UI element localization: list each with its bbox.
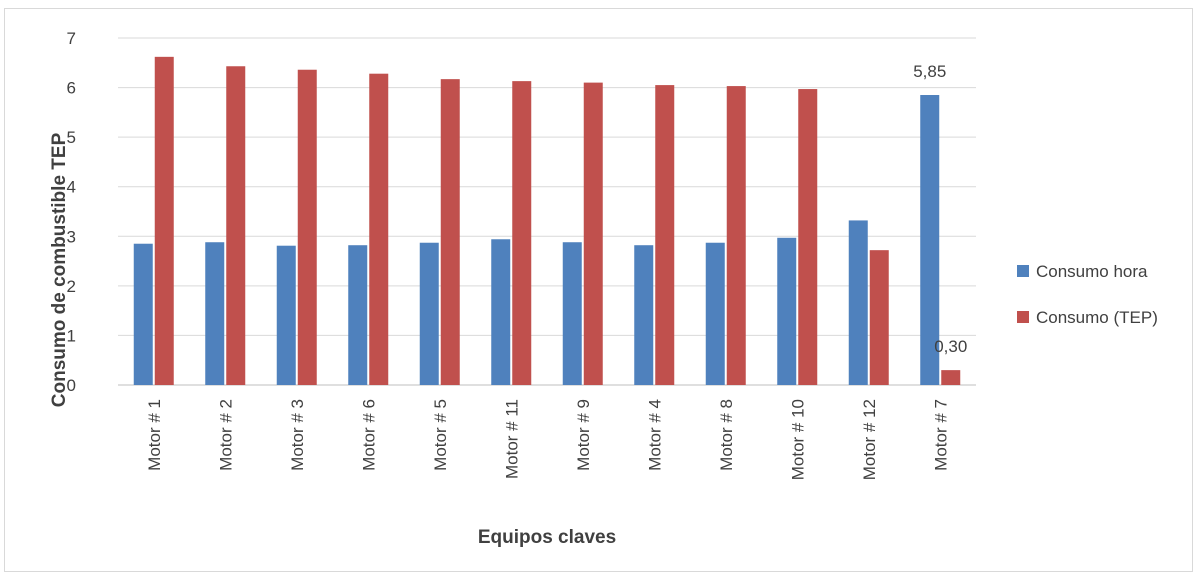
x-axis-ticks: Motor # 1 Motor # 2 Motor # 3 Motor # 6 Moto… — [145, 399, 951, 480]
x-tick-label: Motor # 12 — [860, 399, 879, 480]
bar-consumo-hora — [777, 237, 797, 385]
x-tick-label: Motor # 9 — [574, 399, 593, 471]
data-label: 5,85 — [913, 62, 946, 81]
y-tick-label: 1 — [67, 326, 76, 345]
x-tick-label: Motor # 3 — [288, 399, 307, 471]
y-tick-label: 5 — [67, 128, 76, 147]
bar-consumo-tep — [655, 85, 675, 385]
legend-label-consumo-tep: Consumo (TEP) — [1036, 308, 1158, 327]
x-axis-title: Equipos claves — [478, 527, 616, 548]
x-tick-label: Motor # 2 — [216, 399, 235, 471]
bar-consumo-hora — [562, 242, 582, 385]
legend: Consumo hora Consumo (TEP) — [1017, 262, 1158, 327]
y-tick-label: 0 — [67, 376, 76, 395]
y-tick-label: 7 — [67, 29, 76, 48]
bar-consumo-hora — [205, 242, 225, 385]
y-tick-label: 3 — [67, 227, 76, 246]
legend-swatch-consumo-tep — [1017, 311, 1029, 323]
bar-consumo-tep — [583, 82, 603, 385]
data-labels: 5,85 0,30 — [913, 62, 967, 356]
y-axis-title: Consumo de combustible TEP — [49, 132, 70, 407]
x-tick-label: Motor # 8 — [717, 399, 736, 471]
gridlines — [118, 37, 976, 386]
data-label: 0,30 — [934, 337, 967, 356]
bars — [133, 56, 961, 386]
x-tick-label: Motor # 10 — [788, 399, 807, 480]
bar-consumo-tep — [369, 73, 389, 385]
y-tick-label: 2 — [67, 277, 76, 296]
bar-consumo-tep — [726, 86, 746, 385]
bar-consumo-hora — [419, 242, 439, 385]
bar-consumo-tep — [154, 56, 174, 385]
x-tick-label: Motor # 7 — [931, 399, 950, 471]
bar-consumo-hora — [348, 245, 368, 385]
bar-consumo-tep — [941, 370, 961, 385]
x-tick-label: Motor # 4 — [645, 399, 664, 471]
x-tick-label: Motor # 6 — [359, 399, 378, 471]
bar-consumo-tep — [512, 81, 532, 386]
bar-consumo-hora — [634, 245, 654, 385]
bar-consumo-hora — [848, 220, 868, 385]
bar-consumo-tep — [440, 79, 460, 385]
bar-consumo-tep — [869, 250, 889, 385]
bar-consumo-hora — [705, 242, 725, 385]
y-tick-label: 6 — [67, 79, 76, 98]
y-axis-ticks: 0 1 2 3 4 5 6 7 — [67, 29, 76, 395]
bar-consumo-tep — [297, 69, 317, 386]
bar-consumo-hora — [920, 95, 940, 385]
bar-consumo-hora — [491, 239, 511, 385]
bar-consumo-hora — [276, 245, 296, 385]
y-tick-label: 4 — [67, 178, 76, 197]
bar-consumo-tep — [226, 66, 246, 386]
x-tick-label: Motor # 11 — [502, 399, 521, 479]
bar-consumo-tep — [798, 89, 818, 386]
legend-swatch-consumo-hora — [1017, 265, 1029, 277]
x-tick-label: Motor # 1 — [145, 399, 164, 471]
x-tick-label: Motor # 5 — [431, 399, 450, 471]
bar-consumo-hora — [133, 243, 153, 385]
legend-label-consumo-hora: Consumo hora — [1036, 262, 1148, 281]
